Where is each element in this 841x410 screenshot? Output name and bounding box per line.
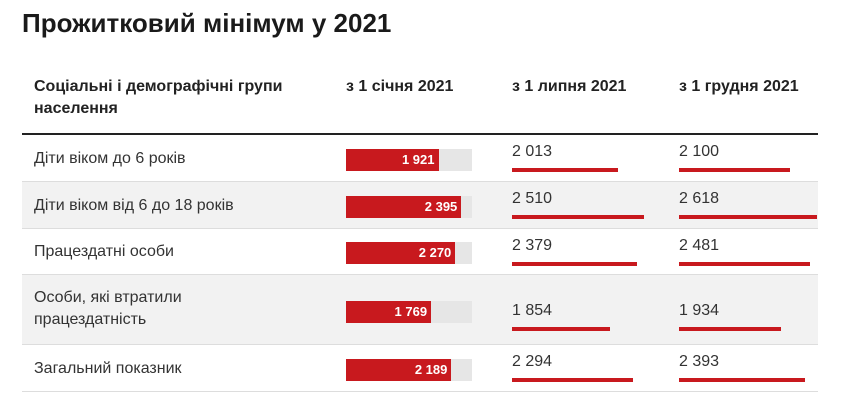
jul-bar	[512, 215, 645, 219]
row-label: Діти віком до 6 років	[34, 150, 186, 167]
jan-bar-track: 1 769	[346, 301, 472, 323]
jan-value-label: 2 395	[424, 199, 458, 214]
dec-bar	[679, 215, 817, 219]
jul-bar	[512, 378, 633, 382]
table-row: Особи, які втратили працездатність 1 769 1…	[22, 275, 818, 345]
dec-value: 2 100	[679, 143, 720, 160]
jan-bar: 1 921	[346, 149, 439, 171]
jul-bar	[512, 327, 610, 331]
table-row: Діти віком від 6 до 18 років 2 395 2 510 2 …	[22, 182, 818, 229]
dec-bar	[679, 168, 790, 172]
row-label: Працездатні особи	[34, 243, 174, 260]
jan-bar-track: 2 189	[346, 359, 472, 381]
table-row: Загальний показник 2 189 2 294 2 393	[22, 345, 818, 392]
jul-bar	[512, 262, 638, 266]
dec-bar	[679, 378, 806, 382]
table-row: Діти віком до 6 років 1 921 2 013 2 100	[22, 135, 818, 182]
dec-value: 2 393	[679, 353, 720, 370]
row-label: Діти віком від 6 до 18 років	[34, 197, 234, 214]
jul-value: 2 379	[512, 237, 553, 254]
jan-bar: 2 189	[346, 359, 452, 381]
jul-value: 2 294	[512, 353, 553, 370]
jan-bar: 2 395	[346, 196, 462, 218]
dec-value: 1 934	[679, 302, 720, 319]
jan-bar-track: 1 921	[346, 149, 472, 171]
jul-value: 1 854	[512, 302, 553, 319]
jan-value-label: 2 189	[414, 362, 448, 377]
row-label: Особи, які втратили працездатність	[34, 289, 182, 328]
header-jan: з 1 січня 2021	[346, 78, 454, 95]
jan-bar: 1 769	[346, 301, 432, 323]
jul-value: 2 510	[512, 190, 553, 207]
jul-value: 2 013	[512, 143, 553, 160]
table-row: Працездатні особи 2 270 2 379 2 481	[22, 229, 818, 275]
row-label: Загальний показник	[34, 360, 182, 377]
table-body: Діти віком до 6 років 1 921 2 013 2 100 Діти…	[22, 135, 818, 392]
table-header: Соціальні і демографічні групи населення…	[22, 72, 818, 135]
jan-bar-track: 2 395	[346, 196, 472, 218]
dec-bar	[679, 327, 781, 331]
page-title: Прожитковий мінімум у 2021	[22, 8, 392, 38]
dec-value: 2 481	[679, 237, 720, 254]
jul-bar	[512, 168, 619, 172]
jan-value-label: 2 270	[418, 245, 452, 260]
dec-value: 2 618	[679, 190, 720, 207]
header-group: Соціальні і демографічні групи населення	[34, 78, 283, 117]
subsistence-table: Соціальні і демографічні групи населення…	[22, 72, 818, 392]
jan-value-label: 1 921	[401, 152, 435, 167]
header-jul: з 1 липня 2021	[512, 78, 627, 95]
header-dec: з 1 грудня 2021	[679, 78, 799, 95]
jan-bar: 2 270	[346, 242, 456, 264]
jan-value-label: 1 769	[394, 304, 428, 319]
dec-bar	[679, 262, 810, 266]
jan-bar-track: 2 270	[346, 242, 472, 264]
